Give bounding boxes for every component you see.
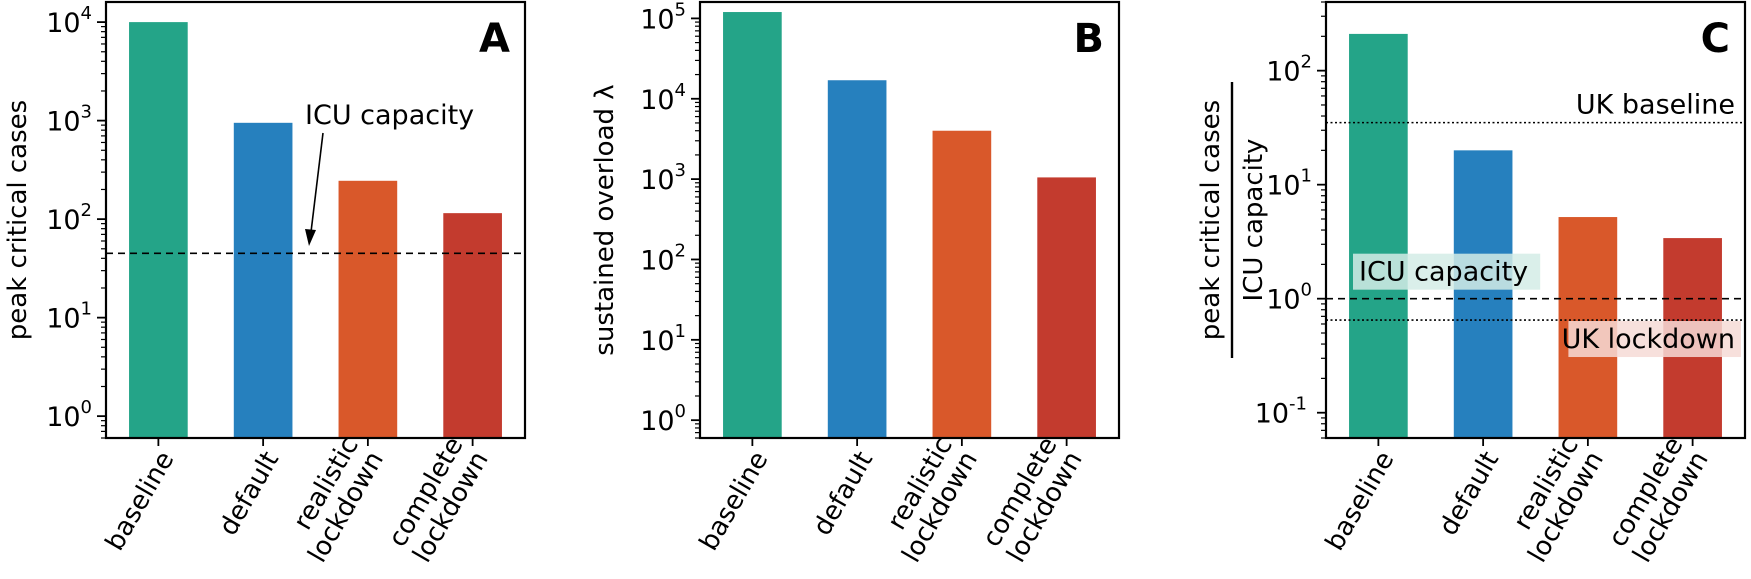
y-tick-label: 100	[1266, 280, 1312, 316]
reference-label-box	[1353, 253, 1541, 290]
panel-b: 100 101 102 103 104 105 baseline default realis…	[590, 0, 1121, 568]
x-tick-label: baseline	[1320, 447, 1400, 556]
y-axis-label: sustained overload λ	[590, 84, 620, 355]
y-tick-label: 10-1	[1255, 394, 1307, 430]
bar-baseline	[129, 22, 188, 439]
bar-default	[1453, 150, 1513, 439]
y-tick-label: 102	[46, 200, 92, 236]
panel-letter: B	[1074, 16, 1105, 62]
x-tick-label: default	[1433, 447, 1505, 541]
x-tick-label: realisticlockdown	[278, 432, 390, 568]
y-tick-label: 103	[640, 160, 686, 196]
bar-baseline	[1349, 33, 1408, 438]
y-axis-label: peak critical cases	[3, 100, 33, 340]
reference-line-label: UK lockdown	[1562, 324, 1735, 355]
y-tick-label: 101	[640, 321, 686, 357]
y-tick-label: 101	[46, 299, 92, 335]
icu-capacity-annotation: ICU capacity	[305, 100, 474, 131]
y-tick-label: 105	[640, 0, 686, 35]
plot-frame	[104, 0, 527, 440]
y-tick-label: 100	[46, 397, 92, 433]
reference-line-label: ICU capacity	[1359, 257, 1528, 288]
x-tick-label: realisticlockdown	[1498, 432, 1610, 568]
reference-label-box	[1568, 321, 1741, 358]
panel-letter: A	[479, 16, 510, 62]
plot-frame	[698, 0, 1121, 440]
y-tick-label: 101	[1266, 166, 1312, 202]
panel-letter: C	[1701, 16, 1730, 62]
bar-default	[827, 80, 887, 438]
reference-line-label: UK baseline	[1576, 90, 1735, 121]
y-tick-label: 102	[1266, 52, 1312, 88]
panel-a: 100 101 102 103 104 baseline default realistic…	[3, 0, 527, 568]
y-tick-label: 103	[46, 102, 92, 138]
plot-frame	[1324, 0, 1747, 440]
bar-complete-lockdown	[1037, 177, 1096, 438]
y-axis-label-denominator: ICU capacity	[1239, 139, 1269, 302]
x-tick-label: default	[807, 447, 879, 541]
x-tick-label: realisticlockdown	[872, 432, 984, 568]
y-tick-label: 104	[640, 80, 686, 116]
y-tick-label: 100	[640, 401, 686, 437]
x-tick-label: default	[213, 447, 285, 541]
x-tick-label: baseline	[100, 447, 180, 556]
bar-baseline	[723, 12, 782, 438]
y-axis-label-numerator: peak critical cases	[1196, 100, 1226, 340]
y-tick-label: 104	[46, 3, 92, 39]
panel-c: UK baseline ICU capacity UK lockdown 10-1 1…	[1196, 0, 1747, 568]
bar-realistic-lockdown	[932, 130, 992, 439]
annotation-arrow-shaft	[310, 132, 324, 233]
bar-complete-lockdown	[443, 213, 502, 438]
bar-default	[233, 122, 293, 438]
bar-realistic-lockdown	[338, 180, 398, 438]
y-axis-fraction-label: peak critical cases ICU capacity	[1196, 82, 1269, 358]
y-tick-label: 102	[640, 240, 686, 276]
x-tick-label: completelockdown	[976, 432, 1088, 568]
annotation-arrow-head	[305, 229, 316, 246]
x-tick-label: baseline	[694, 447, 774, 556]
x-tick-label: completelockdown	[1602, 432, 1714, 568]
x-tick-label: completelockdown	[382, 432, 494, 568]
